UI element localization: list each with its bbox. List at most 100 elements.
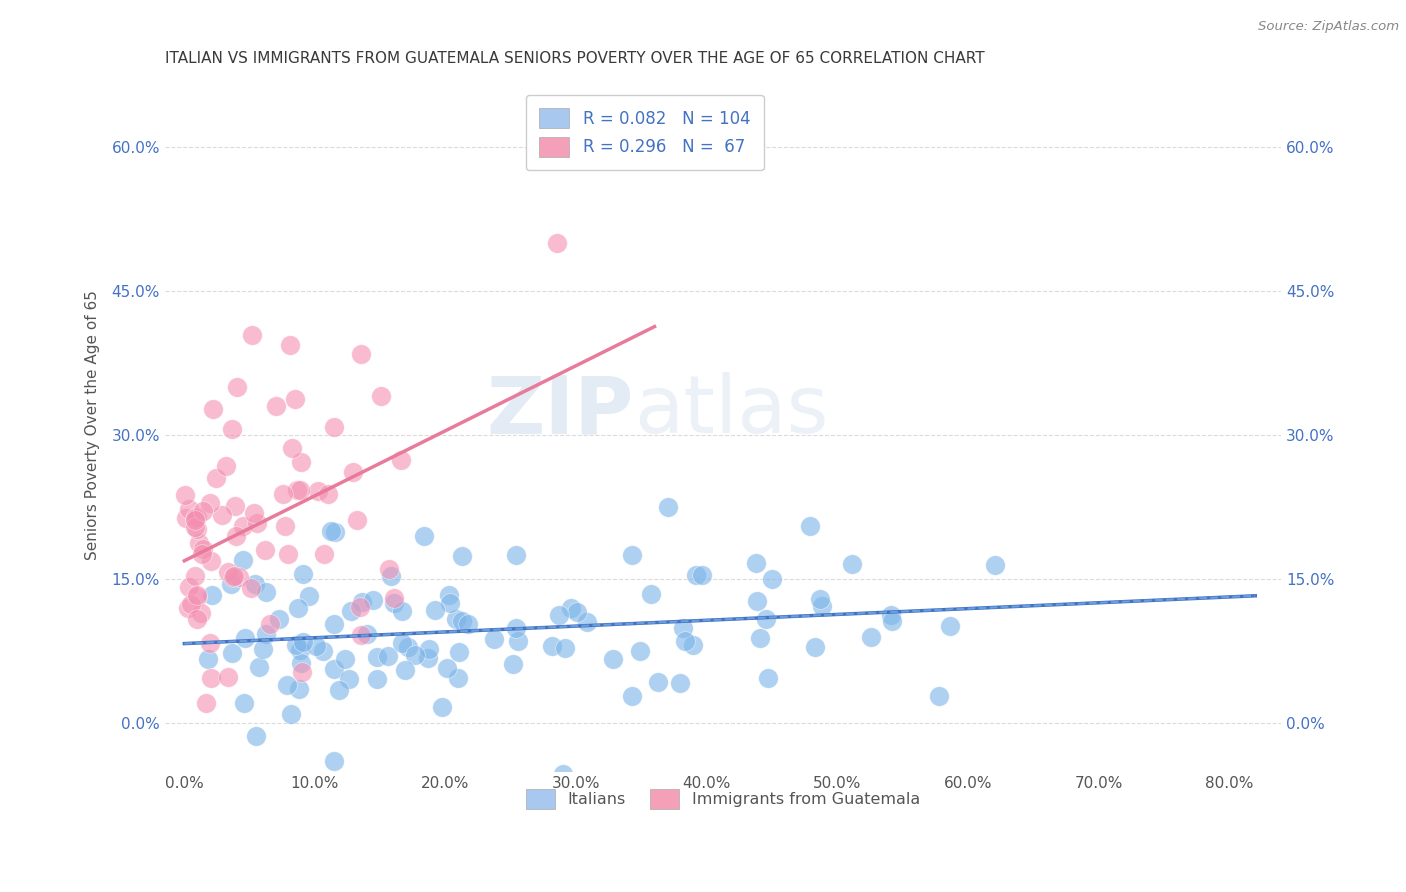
Point <box>201 401 224 416</box>
Point <box>224 499 246 513</box>
Point <box>186 523 208 537</box>
Point <box>228 570 250 584</box>
Point <box>879 608 901 623</box>
Point <box>225 528 247 542</box>
Point <box>253 543 276 558</box>
Point <box>288 681 311 696</box>
Point <box>553 767 575 781</box>
Point <box>396 640 419 654</box>
Point <box>803 640 825 654</box>
Point <box>505 621 527 635</box>
Point <box>274 519 297 533</box>
Point <box>382 591 405 605</box>
Point <box>280 707 302 722</box>
Point <box>761 572 783 586</box>
Point <box>502 657 524 672</box>
Point <box>191 547 214 561</box>
Point <box>254 584 277 599</box>
Point <box>221 646 243 660</box>
Point <box>219 576 242 591</box>
Y-axis label: Seniors Poverty Over the Age of 65: Seniors Poverty Over the Age of 65 <box>86 290 100 560</box>
Point <box>291 665 314 680</box>
Point <box>451 614 474 628</box>
Point <box>546 235 568 250</box>
Point <box>174 487 197 501</box>
Point <box>451 549 474 563</box>
Point <box>322 419 344 434</box>
Point <box>349 347 371 361</box>
Point <box>337 673 360 687</box>
Point <box>756 672 779 686</box>
Point <box>323 754 346 768</box>
Point <box>682 638 704 652</box>
Point <box>186 611 208 625</box>
Point <box>508 633 530 648</box>
Point <box>673 634 696 648</box>
Point <box>668 675 690 690</box>
Point <box>446 671 468 685</box>
Point <box>928 689 950 703</box>
Point <box>221 569 243 583</box>
Point <box>328 683 350 698</box>
Point <box>745 556 768 570</box>
Point <box>340 604 363 618</box>
Point <box>394 663 416 677</box>
Point <box>214 459 236 474</box>
Point <box>378 562 401 576</box>
Point <box>233 632 256 646</box>
Point <box>276 677 298 691</box>
Point <box>447 645 470 659</box>
Point <box>602 651 624 665</box>
Point <box>444 612 467 626</box>
Point <box>880 614 903 628</box>
Point <box>554 641 576 656</box>
Point <box>245 729 267 743</box>
Point <box>333 652 356 666</box>
Point <box>391 604 413 618</box>
Point <box>195 696 218 710</box>
Point <box>176 510 198 524</box>
Point <box>288 483 311 497</box>
Point <box>184 513 207 527</box>
Point <box>548 608 571 623</box>
Point <box>342 465 364 479</box>
Point <box>323 662 346 676</box>
Point <box>314 547 336 561</box>
Point <box>366 672 388 686</box>
Point <box>305 639 328 653</box>
Point <box>505 548 527 562</box>
Point <box>187 536 209 550</box>
Point <box>389 452 412 467</box>
Point <box>179 501 201 516</box>
Point <box>225 380 247 394</box>
Point <box>288 642 311 657</box>
Point <box>430 700 453 714</box>
Point <box>436 661 458 675</box>
Point <box>177 580 200 594</box>
Point <box>205 471 228 485</box>
Point <box>200 554 222 568</box>
Point <box>232 552 254 566</box>
Point <box>747 594 769 608</box>
Point <box>404 648 426 663</box>
Point <box>361 593 384 607</box>
Point <box>184 569 207 583</box>
Point <box>640 587 662 601</box>
Point <box>254 627 277 641</box>
Point <box>565 605 588 619</box>
Point <box>186 588 208 602</box>
Point <box>425 603 447 617</box>
Point <box>319 524 342 538</box>
Point <box>245 576 267 591</box>
Point <box>180 597 202 611</box>
Point <box>186 591 208 605</box>
Point <box>217 565 239 579</box>
Point <box>366 649 388 664</box>
Point <box>292 635 315 649</box>
Point <box>318 487 340 501</box>
Point <box>298 589 321 603</box>
Point <box>418 642 440 657</box>
Point <box>290 455 312 469</box>
Point <box>690 568 713 582</box>
Point <box>457 617 479 632</box>
